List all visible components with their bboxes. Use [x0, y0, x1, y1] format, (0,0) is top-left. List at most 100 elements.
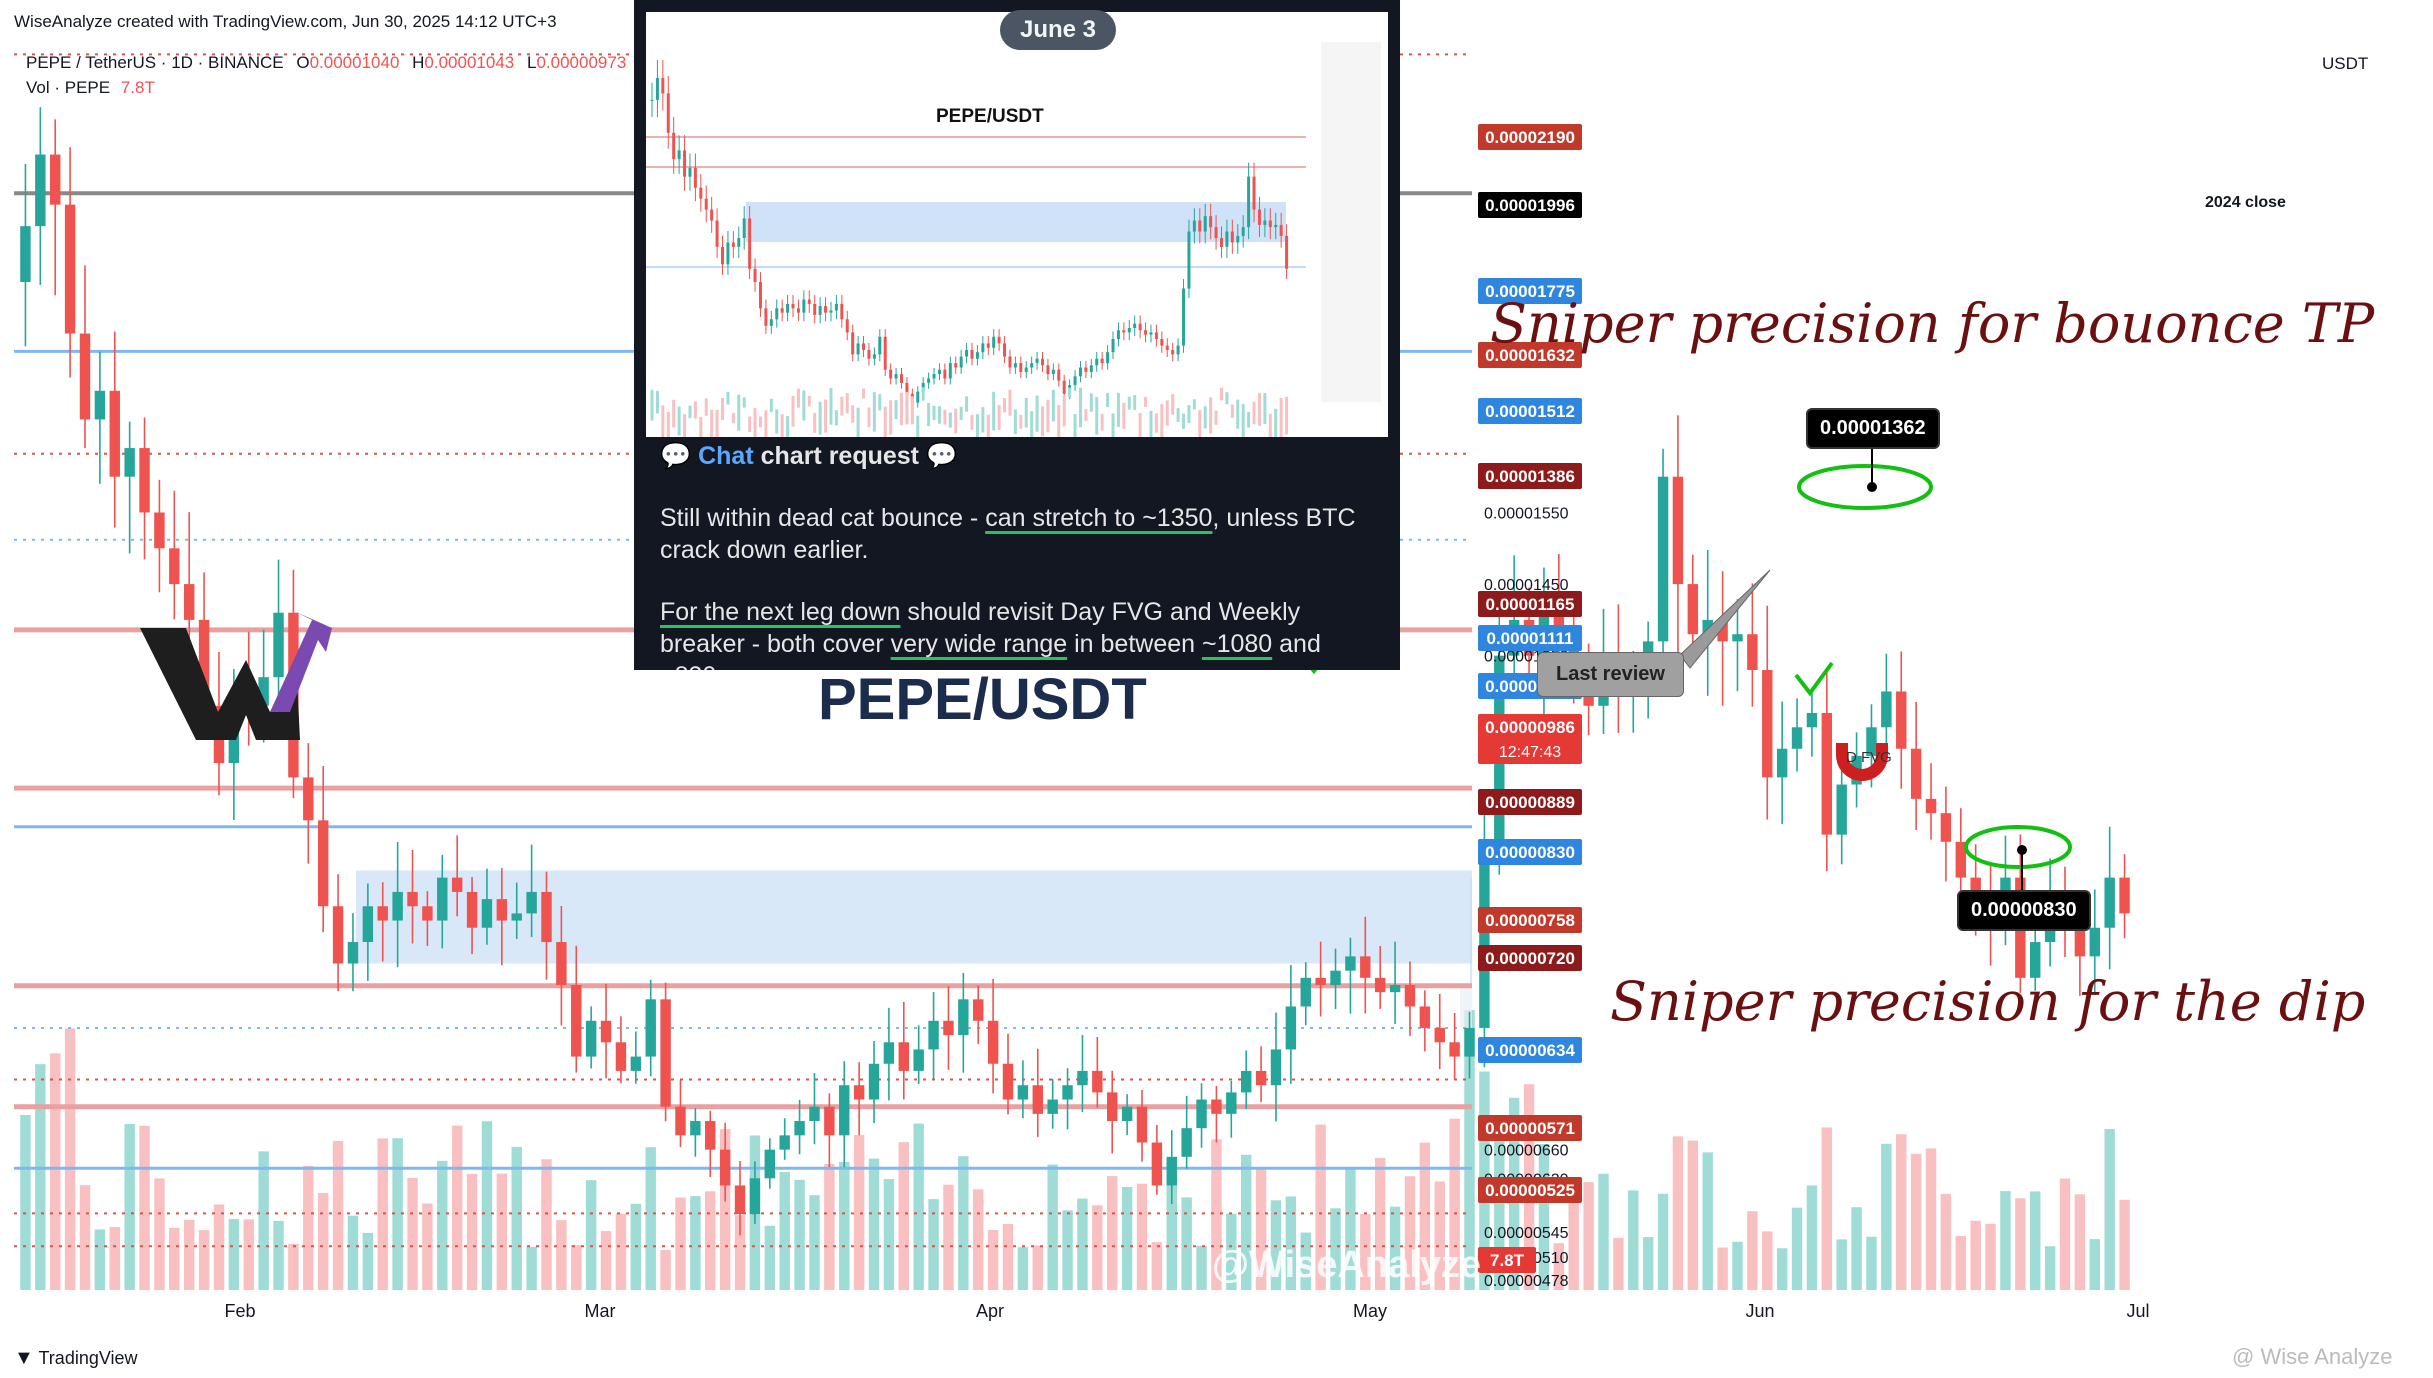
- volume-bar: [1062, 1210, 1073, 1290]
- inset-volume: [758, 416, 762, 428]
- inset-body: [1138, 323, 1142, 331]
- inset-volume: [1176, 408, 1180, 422]
- volume-bar: [898, 1142, 910, 1290]
- inset-volume: [834, 410, 838, 426]
- inset-body: [943, 369, 947, 379]
- candle-body: [2074, 927, 2086, 957]
- candle-body: [1270, 1049, 1282, 1086]
- candle-body: [1776, 748, 1788, 778]
- volume-bar: [615, 1213, 627, 1290]
- volume-bar: [1940, 1193, 1952, 1290]
- volume-bar: [1791, 1207, 1803, 1290]
- candle-body: [1657, 476, 1669, 642]
- inset-body: [791, 303, 795, 309]
- volume-bar: [64, 1028, 76, 1290]
- inset-volume: [1046, 399, 1050, 433]
- volume-bar: [541, 1159, 552, 1290]
- candle-body: [615, 1042, 627, 1071]
- dip-circle: [1964, 825, 2072, 869]
- volume-bar: [1717, 1247, 1728, 1290]
- inset-body: [851, 332, 855, 355]
- volume-bar: [1002, 1223, 1014, 1290]
- inset-body: [796, 308, 800, 313]
- inset-body: [997, 336, 1001, 344]
- inset-volume: [1068, 387, 1072, 398]
- candle-body: [749, 1178, 761, 1215]
- inset-body: [927, 378, 931, 383]
- inset-body: [1051, 369, 1055, 375]
- price-badge-text: 0.00001512: [1485, 402, 1575, 421]
- volume-bar: [1374, 1157, 1386, 1290]
- candle-body: [1047, 1099, 1058, 1114]
- volume-bar: [1896, 1134, 1907, 1290]
- time-axis: Feb Mar Apr May Jun Jul: [224, 1301, 2149, 1321]
- inset-volume: [677, 406, 681, 436]
- inset-body: [1214, 227, 1218, 239]
- price-badge-bg: [1478, 342, 1582, 368]
- inset-volume: [721, 397, 725, 420]
- inset-body: [883, 336, 887, 370]
- volume-bar: [973, 1189, 984, 1290]
- volume-bar: [317, 1193, 329, 1290]
- inset-volume: [1241, 404, 1245, 442]
- inset-body: [748, 218, 752, 269]
- volume-bar: [1955, 1236, 1967, 1290]
- corner-watermark: @ Wise Analyze: [2232, 1344, 2393, 1369]
- candle-body: [809, 1106, 820, 1122]
- inset-body: [834, 303, 838, 311]
- inset-body: [1257, 209, 1261, 225]
- candle-body: [1255, 1070, 1267, 1086]
- para1-b: can stretch to ~1350: [985, 504, 1213, 532]
- candle-body: [377, 906, 388, 921]
- chat-bubble-icon-2: 💬: [925, 442, 958, 470]
- price-badge-text: 0.00000889: [1485, 793, 1575, 812]
- inset-volume: [856, 407, 860, 446]
- y-tick-label: 0.00000660: [1484, 1143, 1569, 1160]
- volume-bar: [50, 1053, 61, 1290]
- inset-volume: [954, 408, 958, 434]
- inset-volume: [650, 389, 654, 421]
- inset-volume: [710, 409, 714, 449]
- volume-bar: [2059, 1178, 2071, 1290]
- inset-volume: [1106, 393, 1110, 408]
- inset-body: [764, 308, 768, 326]
- inset-volume: [688, 405, 692, 419]
- price-badge-text: 0.00000986: [1485, 718, 1575, 737]
- currency-label[interactable]: USDT: [2322, 54, 2369, 73]
- inset-body: [802, 299, 806, 313]
- volume-bar: [1032, 1245, 1043, 1290]
- inset-volume: [981, 407, 985, 433]
- inset-volume: [731, 412, 735, 424]
- inset-volume: [1154, 413, 1158, 433]
- inset-volume: [1133, 395, 1137, 410]
- volume-bar: [1300, 1232, 1311, 1290]
- vol-label: Vol · PEPE: [26, 78, 111, 97]
- price-badge-text: 0.00001775: [1485, 282, 1575, 301]
- candle-body: [407, 891, 418, 907]
- candle-body: [1166, 1156, 1177, 1186]
- candle-body: [1181, 1128, 1192, 1157]
- price-badges: 0.00002190 0.00001996 0.00001775 0.00001632…: [1478, 124, 1582, 1273]
- volume-bar: [2015, 1198, 2026, 1290]
- price-badge-text: 0.00001386: [1485, 467, 1575, 486]
- volume-bar: [1196, 1245, 1207, 1290]
- volume-legend[interactable]: Vol · PEPE 7.8T: [26, 78, 155, 98]
- inset-body: [1160, 339, 1164, 346]
- inset-volume: [1122, 402, 1126, 429]
- price-badge-bg: [1478, 1247, 1536, 1273]
- inset-volume: [1030, 411, 1034, 445]
- inset-volume: [1111, 413, 1115, 449]
- inset-volume: [1057, 405, 1061, 442]
- candle-body: [347, 942, 359, 964]
- inset-body: [1176, 345, 1180, 355]
- candle-body: [1345, 956, 1356, 971]
- inset-title: PEPE/USDT: [936, 106, 1044, 127]
- candle-body: [1434, 1027, 1445, 1043]
- inset-volume: [1100, 414, 1104, 431]
- price-badge-bg: [1478, 789, 1582, 815]
- symbol-line[interactable]: PEPE / TetherUS · 1D · BINANCE O0.000010…: [26, 53, 626, 73]
- inset-body: [1133, 323, 1137, 329]
- tradingview-brand[interactable]: ▼ TradingView: [14, 1347, 138, 1370]
- candle-body: [526, 891, 537, 914]
